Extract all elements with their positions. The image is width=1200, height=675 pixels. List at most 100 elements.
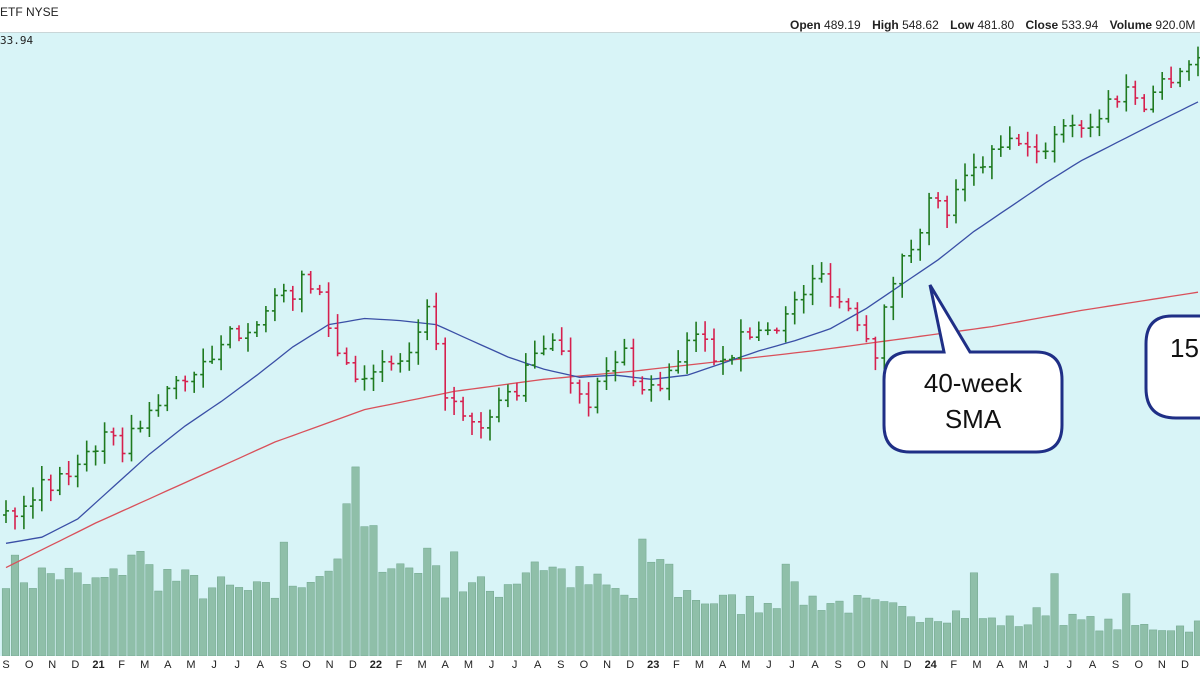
price-bar <box>1096 109 1103 137</box>
volume-bar <box>405 567 414 657</box>
volume-bar <box>871 599 880 657</box>
price-bar <box>119 427 126 463</box>
price-bar <box>970 153 977 186</box>
volume-bar <box>351 466 360 657</box>
volume-bar <box>190 575 199 657</box>
volume-bar <box>978 618 987 657</box>
volume-bar <box>853 595 862 657</box>
price-bar <box>953 179 959 224</box>
x-axis-band <box>0 656 1200 675</box>
price-bar <box>603 357 610 390</box>
month-tick-label: A <box>442 659 450 671</box>
price-bar <box>1123 74 1130 112</box>
price-bar <box>657 371 664 392</box>
volume-bar <box>781 563 790 657</box>
volume-label: Volume <box>1109 18 1153 32</box>
price-bar <box>101 422 108 464</box>
volume-bar <box>288 585 297 657</box>
volume-bar <box>414 573 423 657</box>
price-bar <box>979 156 986 174</box>
volume-bar <box>172 580 181 657</box>
price-bar <box>827 263 834 307</box>
price-bar <box>639 376 646 395</box>
price-bar <box>262 306 269 333</box>
price-bar <box>693 321 700 352</box>
price-bar <box>854 302 861 332</box>
volume-bar <box>1095 630 1104 657</box>
ohlcv-readout: Open 489.19 High 548.62 Low 481.80 Close… <box>790 18 1200 32</box>
volume-bar <box>306 582 315 657</box>
volume-bar <box>145 564 154 657</box>
price-bar <box>531 340 538 369</box>
volume-bar <box>575 566 584 657</box>
month-tick-label: J <box>789 659 795 671</box>
volume-bar <box>46 573 55 657</box>
month-tick-label: O <box>580 659 589 671</box>
volume-bar <box>226 584 235 657</box>
volume-bar <box>476 576 485 657</box>
chart-header: ETF NYSE Open 489.19 High 548.62 Low 481… <box>0 0 1200 33</box>
volume-bar <box>261 582 270 657</box>
volume-bar <box>1050 573 1059 657</box>
price-bar <box>83 440 90 472</box>
price-bar <box>1087 113 1094 138</box>
price-bar <box>164 386 171 412</box>
price-bar <box>720 346 726 375</box>
volume-bar <box>64 567 73 657</box>
price-bar <box>594 377 601 414</box>
price-bar <box>1042 142 1049 159</box>
volume-bar <box>468 582 477 657</box>
month-tick-label: S <box>1112 659 1119 671</box>
price-bar <box>325 282 332 337</box>
volume-bar <box>1005 615 1014 657</box>
price-bar <box>809 264 816 306</box>
volume-bar <box>952 610 961 657</box>
price-bar <box>236 325 242 342</box>
volume-bar <box>136 551 145 657</box>
price-bar <box>621 338 628 366</box>
price-bar <box>1168 66 1175 88</box>
month-tick-label: N <box>326 659 334 671</box>
sma40-line <box>5 101 1199 544</box>
price-bar <box>146 402 153 437</box>
month-tick-label: D <box>904 659 912 671</box>
price-bar <box>585 382 592 417</box>
volume-bar <box>808 595 817 657</box>
volume-bar <box>1068 613 1077 657</box>
close-value: 533.94 <box>1061 18 1099 32</box>
volume-bar <box>611 588 620 657</box>
price-bar <box>755 321 762 341</box>
year-tick-label: 23 <box>647 659 659 671</box>
price-bar <box>881 304 888 370</box>
volume-bar <box>208 587 217 657</box>
month-tick-label: D <box>349 659 357 671</box>
symbol-label: ETF NYSE <box>0 5 59 19</box>
volume-bar <box>710 603 719 657</box>
price-bar <box>110 427 117 446</box>
volume-bar <box>1122 593 1131 657</box>
price-bar <box>173 376 180 400</box>
volume-bar <box>521 572 530 657</box>
volume-bar <box>692 600 701 657</box>
volume-bar <box>324 570 333 657</box>
sma40-callout: 40-week SMA <box>882 284 1064 454</box>
volume-bar <box>1 588 10 657</box>
month-tick-label: O <box>857 659 866 671</box>
month-tick-label: M <box>741 659 750 671</box>
volume-bars <box>1 466 1200 657</box>
month-tick-label: N <box>603 659 611 671</box>
price-bar <box>182 375 189 392</box>
price-bar <box>415 319 422 365</box>
month-tick-label: F <box>950 659 957 671</box>
volume-bar <box>754 612 763 657</box>
volume-bar <box>37 567 46 657</box>
price-bar <box>890 276 897 321</box>
volume-bar <box>889 602 898 657</box>
month-tick-label: D <box>1181 659 1189 671</box>
price-bar <box>540 335 547 356</box>
month-tick-label: S <box>835 659 842 671</box>
price-bar <box>675 350 682 374</box>
price-bar <box>218 335 225 371</box>
callout-line2: SMA <box>945 404 1002 434</box>
volume-bar <box>638 538 647 657</box>
